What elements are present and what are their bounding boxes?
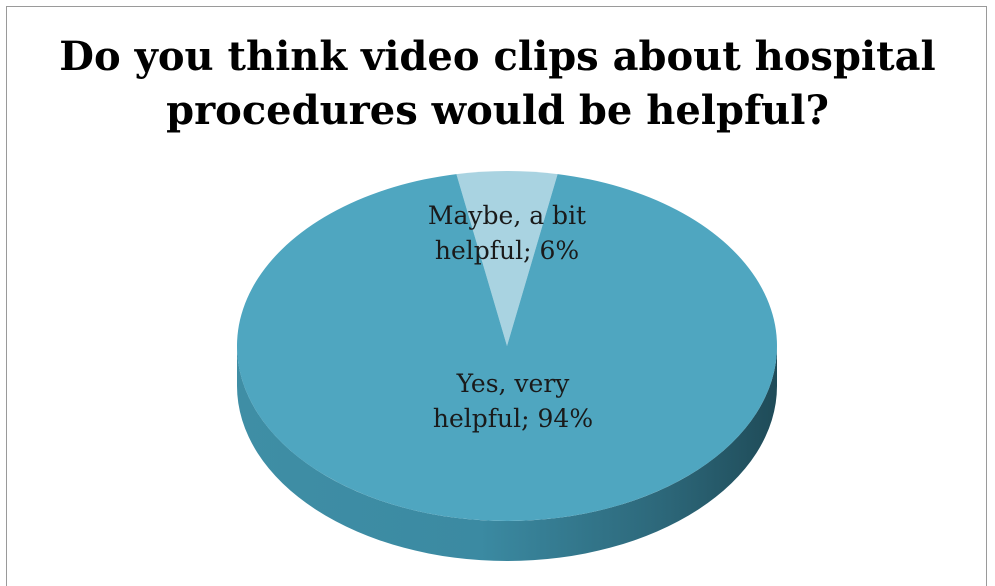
pie-slice-maybe <box>456 171 558 346</box>
chart-title-line-2: procedures would be helpful? <box>166 87 829 134</box>
pie-side-wall <box>237 346 777 561</box>
chart-title-line-1: Do you think video clips about hospital <box>59 33 936 80</box>
slice-label-maybe-line-2: helpful; 6% <box>435 236 579 265</box>
pie-slice-yes <box>236 174 777 522</box>
slice-label-yes-line-1: Yes, very <box>456 369 571 398</box>
slice-label-maybe-line-1: Maybe, a bit <box>428 201 586 230</box>
chart-title: Do you think video clips about hospital … <box>0 30 995 138</box>
slice-label-yes-line-2: helpful; 94% <box>433 404 593 433</box>
